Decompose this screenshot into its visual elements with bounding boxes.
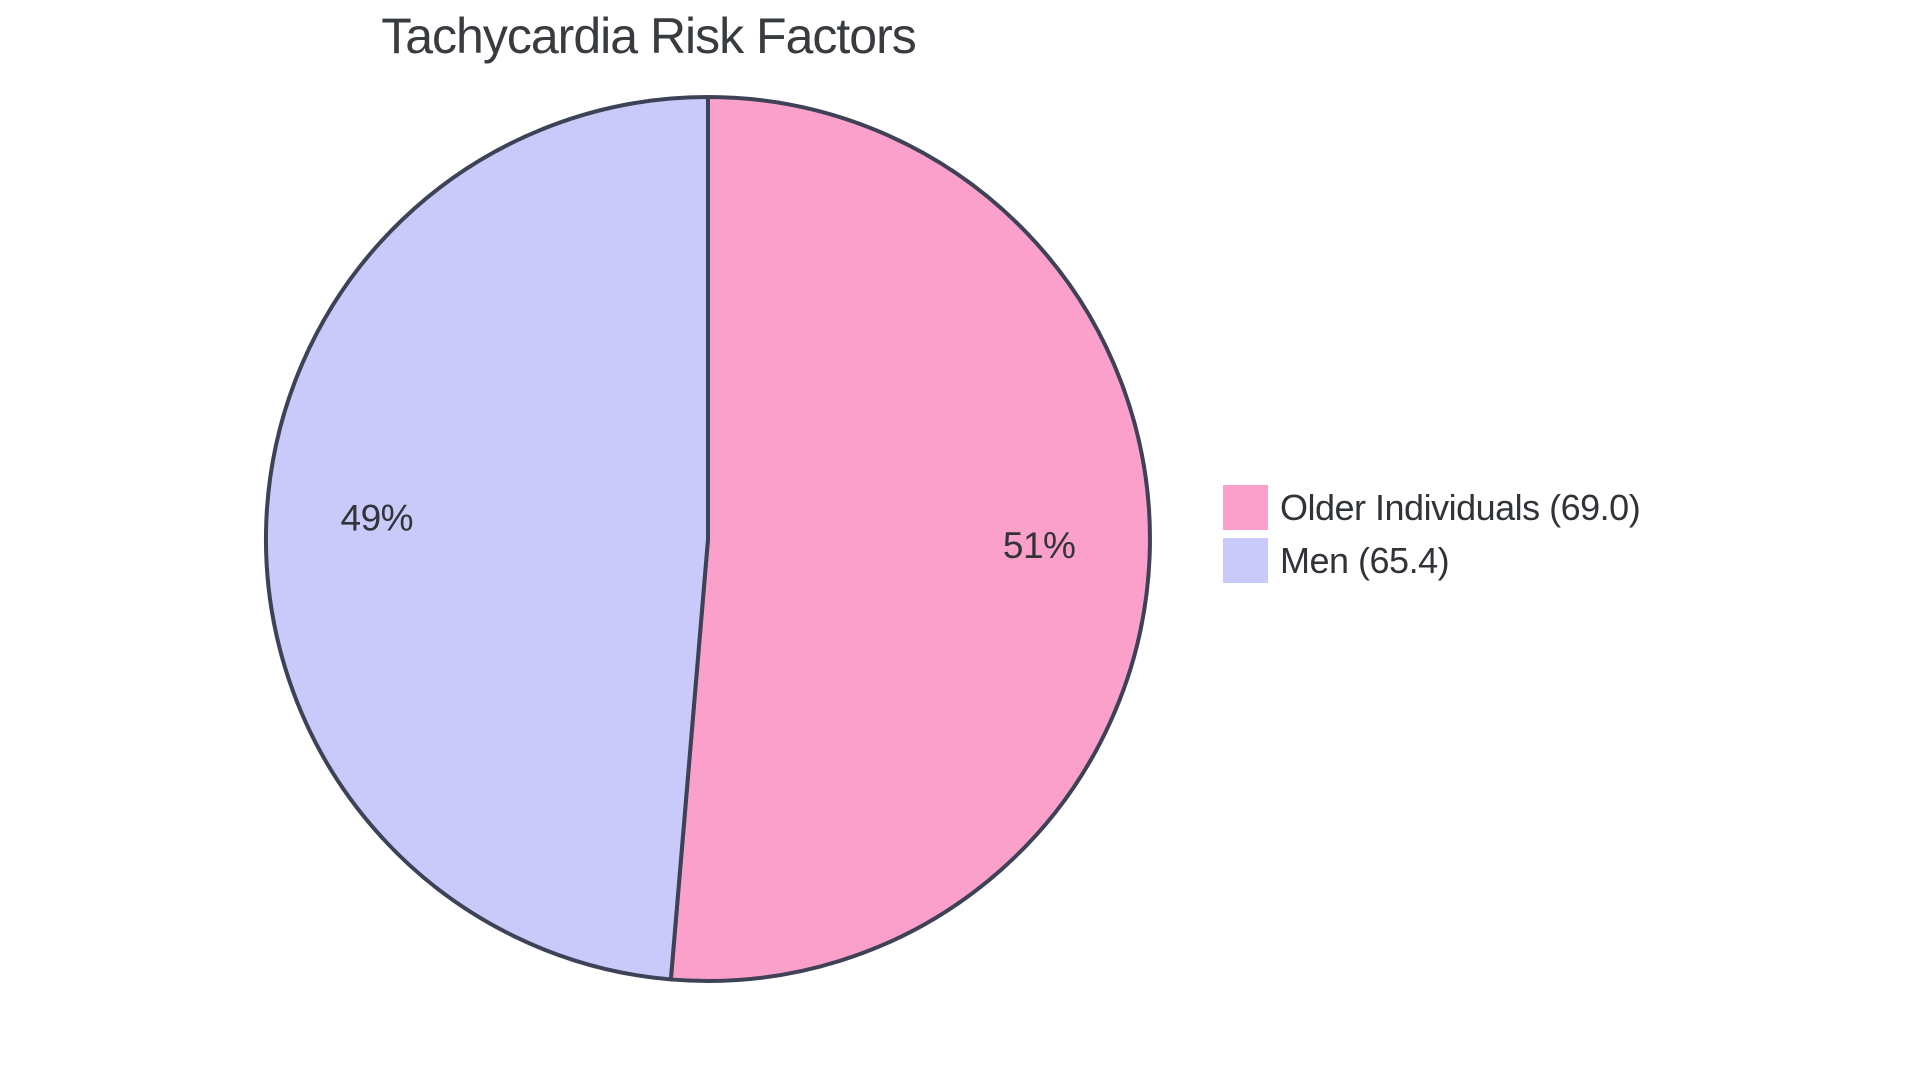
pie-percent-label-men: 49% (340, 497, 413, 538)
legend: Older Individuals (69.0) Men (65.4) (1223, 485, 1641, 591)
chart-title: Tachycardia Risk Factors (381, 8, 917, 64)
pie-chart: 51% 49% (263, 94, 1152, 983)
pie-slice-older-individuals (668, 94, 1152, 983)
legend-swatch-men (1223, 538, 1268, 583)
pie-slice-men (263, 94, 710, 981)
legend-item-older-individuals[interactable]: Older Individuals (69.0) (1223, 485, 1641, 530)
legend-label-older-individuals: Older Individuals (69.0) (1280, 486, 1641, 528)
legend-swatch-older-individuals (1223, 485, 1268, 530)
pie-percent-label-older-individuals: 51% (1002, 525, 1075, 566)
legend-label-men: Men (65.4) (1280, 539, 1450, 581)
legend-item-men[interactable]: Men (65.4) (1223, 538, 1640, 583)
